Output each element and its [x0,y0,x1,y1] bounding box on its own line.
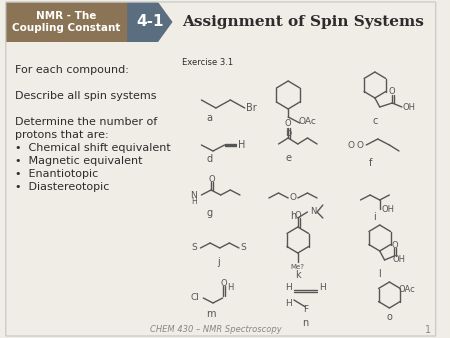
Text: •  Chemical shift equivalent: • Chemical shift equivalent [15,143,171,153]
Text: CHEM 430 – NMR Spectroscopy: CHEM 430 – NMR Spectroscopy [150,325,282,335]
Text: H: H [191,197,197,207]
Text: Br: Br [246,103,257,113]
Text: m: m [206,309,216,319]
Text: O: O [389,88,396,97]
Text: protons that are:: protons that are: [15,130,109,140]
Text: H: H [320,283,326,291]
Text: H: H [285,283,292,291]
Text: d: d [206,154,212,164]
Text: i: i [374,212,376,222]
Text: 4-1: 4-1 [136,15,164,29]
Text: l: l [378,269,381,279]
Text: N: N [310,208,316,217]
Text: Cl: Cl [190,293,199,303]
Text: n: n [302,318,309,328]
Text: OH: OH [402,102,415,112]
Text: O: O [347,141,354,149]
Text: Describe all spin systems: Describe all spin systems [15,91,157,101]
Text: Assignment of Spin Systems: Assignment of Spin Systems [182,15,423,29]
Text: O: O [220,279,227,288]
Text: f: f [369,158,372,168]
Text: O: O [392,241,398,249]
Text: j: j [217,257,220,267]
Text: OAc: OAc [298,117,316,125]
Text: S: S [240,243,246,252]
Text: F: F [303,306,308,314]
Text: Me?: Me? [291,264,305,270]
Text: NMR - The: NMR - The [36,11,97,21]
Text: e: e [285,153,291,163]
Text: O: O [209,174,216,184]
Text: b: b [285,128,291,138]
Text: •  Diastereotopic: • Diastereotopic [15,182,110,192]
Polygon shape [6,2,144,42]
Text: O: O [294,211,301,219]
Text: H: H [285,298,292,308]
Text: OH: OH [392,256,405,265]
Text: N: N [190,191,197,199]
Text: 1: 1 [425,325,431,335]
Text: H: H [238,140,246,150]
Text: a: a [206,113,212,123]
Text: c: c [372,116,378,126]
Text: OH: OH [382,204,395,214]
Text: H: H [227,284,234,292]
Text: Coupling Constant: Coupling Constant [12,23,121,33]
Text: h: h [290,211,296,221]
Text: O: O [289,193,297,202]
Text: •  Magnetic equivalent: • Magnetic equivalent [15,156,143,166]
Text: g: g [206,208,212,218]
Text: OAc: OAc [398,286,415,294]
Text: O: O [357,141,364,149]
Text: For each compound:: For each compound: [15,65,129,75]
Text: Determine the number of: Determine the number of [15,117,158,127]
Text: Exercise 3.1: Exercise 3.1 [182,58,233,67]
Polygon shape [127,2,172,42]
Text: O: O [285,120,292,128]
Text: k: k [295,270,301,280]
Text: o: o [387,312,392,322]
Text: •  Enantiotopic: • Enantiotopic [15,169,99,179]
Text: S: S [192,243,198,252]
